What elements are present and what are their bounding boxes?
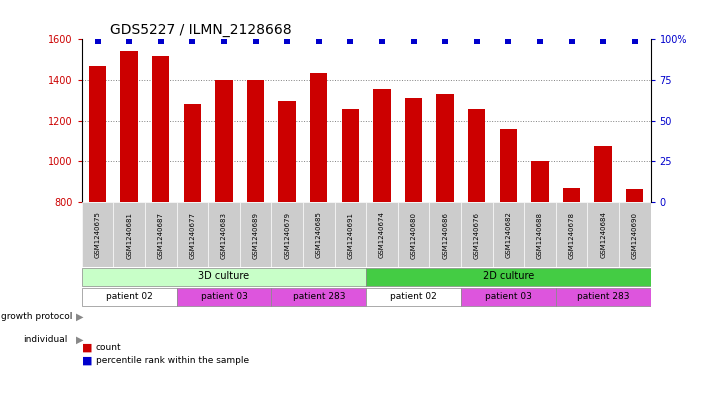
Point: [503, 38, 514, 44]
Bar: [215, 80, 232, 202]
Text: patient 03: patient 03: [485, 292, 532, 301]
Text: ▶: ▶: [76, 335, 84, 345]
Point: [471, 38, 483, 44]
Bar: [437, 94, 454, 202]
Text: 3D culture: 3D culture: [198, 271, 250, 281]
Bar: [594, 146, 612, 202]
Text: patient 03: patient 03: [201, 292, 247, 301]
Text: patient 283: patient 283: [577, 292, 629, 301]
Text: patient 02: patient 02: [390, 292, 437, 301]
Text: individual: individual: [23, 336, 67, 344]
Bar: [397, 202, 429, 267]
Bar: [366, 268, 651, 286]
Text: GSM1240678: GSM1240678: [569, 211, 574, 259]
Point: [250, 38, 261, 44]
Bar: [89, 66, 106, 202]
Bar: [500, 129, 517, 202]
Text: GSM1240690: GSM1240690: [632, 211, 638, 259]
Text: growth protocol: growth protocol: [1, 312, 73, 321]
Bar: [626, 189, 643, 202]
Bar: [468, 109, 486, 202]
Text: count: count: [96, 343, 122, 352]
Point: [345, 38, 356, 44]
Text: GSM1240688: GSM1240688: [537, 211, 543, 259]
Point: [187, 38, 198, 44]
Point: [597, 38, 609, 44]
Text: 2D culture: 2D culture: [483, 271, 534, 281]
Bar: [152, 55, 169, 202]
Bar: [272, 288, 366, 305]
Text: GSM1240684: GSM1240684: [600, 211, 606, 259]
Bar: [366, 288, 461, 305]
Point: [282, 38, 293, 44]
Bar: [279, 101, 296, 202]
Text: patient 283: patient 283: [292, 292, 345, 301]
Bar: [272, 202, 303, 267]
Text: GSM1240675: GSM1240675: [95, 211, 100, 259]
Bar: [429, 202, 461, 267]
Bar: [461, 202, 493, 267]
Point: [376, 38, 387, 44]
Point: [534, 38, 545, 44]
Bar: [461, 288, 556, 305]
Bar: [303, 202, 335, 267]
Point: [439, 38, 451, 44]
Bar: [366, 202, 397, 267]
Point: [313, 38, 324, 44]
Text: GSM1240676: GSM1240676: [474, 211, 480, 259]
Text: GSM1240680: GSM1240680: [410, 211, 417, 259]
Bar: [373, 89, 390, 202]
Text: GSM1240689: GSM1240689: [252, 211, 259, 259]
Bar: [556, 288, 651, 305]
Bar: [493, 202, 524, 267]
Point: [566, 38, 577, 44]
Bar: [310, 73, 328, 202]
Text: GSM1240686: GSM1240686: [442, 211, 448, 259]
Bar: [176, 202, 208, 267]
Text: GSM1240679: GSM1240679: [284, 211, 290, 259]
Bar: [240, 202, 272, 267]
Bar: [563, 187, 580, 202]
Bar: [208, 202, 240, 267]
Bar: [113, 202, 145, 267]
Text: GSM1240683: GSM1240683: [221, 211, 227, 259]
Point: [629, 38, 641, 44]
Text: GSM1240681: GSM1240681: [126, 211, 132, 259]
Bar: [556, 202, 587, 267]
Bar: [82, 288, 176, 305]
Bar: [619, 202, 651, 267]
Bar: [342, 109, 359, 202]
Text: GDS5227 / ILMN_2128668: GDS5227 / ILMN_2128668: [110, 23, 292, 37]
Bar: [587, 202, 619, 267]
Bar: [405, 98, 422, 202]
Text: ■: ■: [82, 356, 92, 366]
Bar: [247, 80, 264, 202]
Bar: [183, 104, 201, 202]
Bar: [145, 202, 176, 267]
Text: GSM1240682: GSM1240682: [506, 211, 511, 259]
Text: ▶: ▶: [76, 311, 84, 321]
Point: [155, 38, 166, 44]
Text: GSM1240674: GSM1240674: [379, 211, 385, 259]
Bar: [531, 161, 549, 202]
Point: [218, 38, 230, 44]
Point: [408, 38, 419, 44]
Point: [92, 38, 103, 44]
Text: GSM1240685: GSM1240685: [316, 211, 322, 259]
Text: percentile rank within the sample: percentile rank within the sample: [96, 356, 249, 365]
Point: [124, 38, 135, 44]
Text: GSM1240691: GSM1240691: [348, 211, 353, 259]
Bar: [120, 51, 138, 202]
Bar: [176, 288, 272, 305]
Bar: [82, 202, 113, 267]
Bar: [335, 202, 366, 267]
Bar: [524, 202, 556, 267]
Bar: [82, 268, 366, 286]
Text: patient 02: patient 02: [106, 292, 153, 301]
Text: GSM1240687: GSM1240687: [158, 211, 164, 259]
Text: GSM1240677: GSM1240677: [189, 211, 196, 259]
Text: ■: ■: [82, 343, 92, 353]
